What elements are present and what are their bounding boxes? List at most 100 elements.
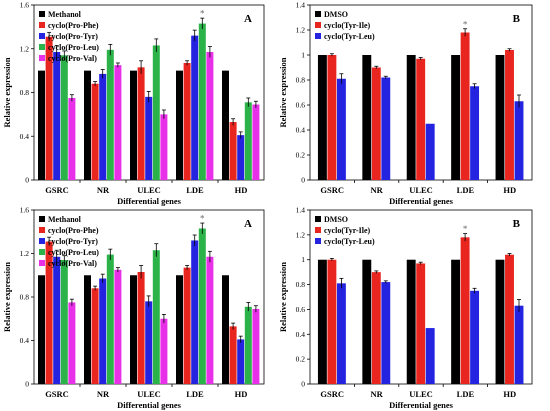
legend-label: cyclo(Tyr-Ile) bbox=[324, 226, 371, 235]
y-tick-label: 0.4 bbox=[20, 132, 30, 141]
y-axis-title: Relative expression bbox=[2, 57, 12, 127]
chart-panel-top-left: 0 0.4 0.8 1.2 1.6 Relative expression GSRC NR UL… bbox=[2, 1, 265, 206]
bar bbox=[495, 259, 505, 384]
legend-label: cyclo(Tyr-Leu) bbox=[324, 237, 375, 246]
bar bbox=[53, 256, 61, 384]
bar bbox=[198, 23, 206, 180]
bar bbox=[252, 104, 260, 180]
y-tick-label: 0.2 bbox=[296, 355, 306, 364]
bar bbox=[451, 55, 461, 180]
bar bbox=[137, 271, 145, 384]
x-axis-title: Differential genes bbox=[389, 196, 454, 206]
x-category-label: NR bbox=[97, 185, 110, 195]
bar bbox=[222, 275, 229, 384]
legend-swatch bbox=[39, 22, 45, 28]
y-tick-label: 0 bbox=[25, 380, 29, 389]
bar bbox=[130, 70, 137, 180]
legend-label: DMSO bbox=[324, 10, 348, 19]
bar bbox=[229, 326, 237, 384]
y-tick-label: 0.8 bbox=[20, 293, 30, 302]
legend-label: cyclo(Pro-Phe) bbox=[48, 226, 99, 235]
legend-swatch bbox=[39, 44, 45, 50]
bar bbox=[114, 65, 122, 180]
y-tick-label: 0.6 bbox=[296, 305, 306, 314]
bar bbox=[244, 306, 252, 384]
legend-label: cyclo(Pro-Leu) bbox=[48, 248, 99, 257]
bar bbox=[381, 282, 391, 384]
bar bbox=[114, 269, 122, 384]
bar bbox=[371, 67, 381, 180]
legend-swatch bbox=[39, 55, 45, 61]
y-tick-label: 0 bbox=[25, 176, 29, 185]
bar bbox=[425, 123, 435, 180]
legend-swatch bbox=[39, 11, 45, 17]
bar bbox=[416, 263, 426, 384]
y-tick-label: 0.8 bbox=[296, 76, 306, 85]
bar bbox=[60, 55, 68, 180]
legend-swatch bbox=[39, 249, 45, 255]
bar bbox=[416, 58, 426, 180]
y-tick-label: 1.4 bbox=[296, 206, 306, 215]
bar bbox=[176, 70, 183, 180]
legend-label: cyclo(Pro-Val) bbox=[48, 259, 97, 268]
bar bbox=[406, 55, 416, 180]
y-tick-label: 0.8 bbox=[20, 88, 30, 97]
x-category-label: HD bbox=[235, 389, 248, 399]
panel-label: B bbox=[513, 218, 521, 230]
legend-swatch bbox=[39, 227, 45, 233]
bar bbox=[206, 52, 214, 180]
bar bbox=[336, 283, 346, 384]
bar bbox=[130, 275, 137, 384]
bar bbox=[495, 55, 505, 180]
bar bbox=[160, 114, 168, 180]
panel-label: A bbox=[244, 13, 252, 25]
y-tick-label: 0.4 bbox=[296, 126, 306, 135]
bar bbox=[362, 259, 372, 384]
legend-swatch bbox=[315, 238, 321, 244]
y-tick-label: 1.6 bbox=[20, 1, 30, 10]
bar bbox=[514, 101, 524, 180]
x-category-label: ULEC bbox=[137, 389, 161, 399]
bar bbox=[362, 55, 372, 180]
bar bbox=[45, 241, 53, 384]
legend-swatch bbox=[315, 33, 321, 39]
bar bbox=[460, 237, 470, 384]
bar bbox=[198, 228, 206, 384]
bar bbox=[145, 96, 153, 180]
x-axis-title: Differential genes bbox=[117, 196, 182, 206]
y-tick-label: 1.4 bbox=[296, 1, 306, 10]
bar bbox=[460, 32, 470, 180]
x-category-label: LDE bbox=[457, 389, 475, 399]
bar bbox=[53, 52, 61, 180]
legend-label: cyclo(Tyr-Ile) bbox=[324, 21, 371, 30]
bar bbox=[191, 240, 199, 384]
legend-label: DMSO bbox=[324, 215, 348, 224]
bar bbox=[176, 275, 183, 384]
x-axis-title: Differential genes bbox=[117, 400, 182, 410]
bar bbox=[336, 78, 346, 180]
bar bbox=[84, 70, 91, 180]
y-tick-label: 1.2 bbox=[20, 249, 30, 258]
bar bbox=[229, 122, 237, 180]
x-category-label: ULEC bbox=[409, 389, 433, 399]
bar bbox=[237, 339, 245, 384]
x-category-label: ULEC bbox=[409, 185, 433, 195]
bar bbox=[317, 55, 327, 180]
legend-label: Methanol bbox=[48, 215, 82, 224]
legend-swatch bbox=[39, 216, 45, 222]
bar bbox=[451, 259, 461, 384]
bar bbox=[237, 135, 245, 180]
x-category-label: LDE bbox=[457, 185, 475, 195]
x-category-label: NR bbox=[97, 389, 110, 399]
bar bbox=[68, 97, 76, 180]
x-category-label: LDE bbox=[186, 185, 204, 195]
legend-swatch bbox=[315, 216, 321, 222]
y-tick-label: 1.2 bbox=[296, 26, 306, 35]
legend-label: cyclo(Pro-Phe) bbox=[48, 21, 99, 30]
x-category-label: LDE bbox=[186, 389, 204, 399]
bar bbox=[145, 301, 153, 384]
bar bbox=[252, 308, 260, 384]
bar bbox=[371, 272, 381, 384]
legend-swatch bbox=[315, 22, 321, 28]
bar bbox=[38, 70, 45, 180]
